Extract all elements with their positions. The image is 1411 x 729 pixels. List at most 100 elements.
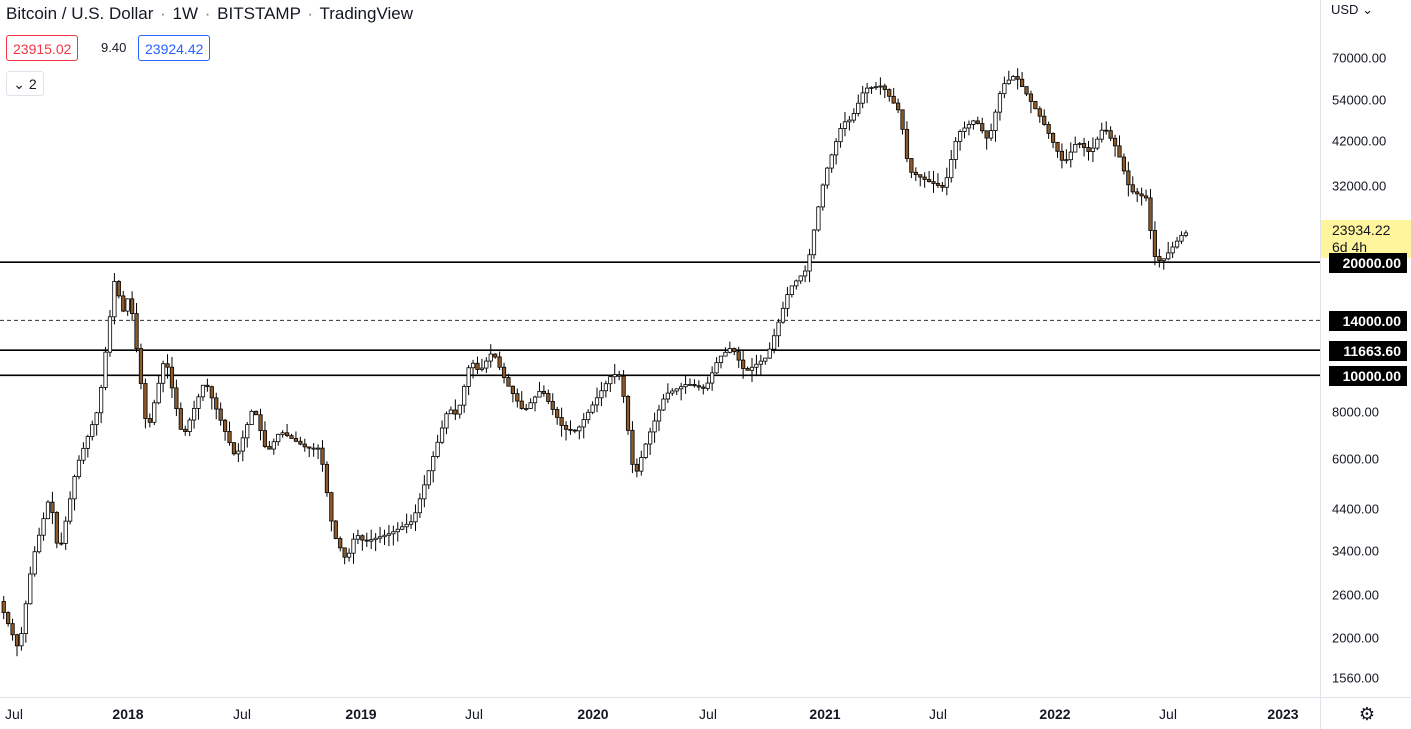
- candle-body-up: [997, 93, 1003, 113]
- candle-body-down: [572, 429, 577, 432]
- candle-body-down: [1157, 256, 1162, 261]
- candle-body-down: [918, 174, 923, 178]
- candle-body-up: [382, 534, 387, 538]
- candle-body-up: [1161, 258, 1166, 261]
- candle-body-up: [76, 459, 82, 477]
- candle-body-up: [988, 130, 994, 139]
- candle-body-down: [253, 410, 259, 416]
- candle-body-up: [422, 484, 427, 500]
- candle-body-down: [338, 538, 343, 549]
- candle-body-down: [143, 383, 148, 419]
- candle-body-down: [360, 535, 365, 541]
- candle-body-up: [1170, 246, 1175, 254]
- candle-body-up: [803, 270, 808, 277]
- buy-price-button[interactable]: 23924.42: [138, 35, 211, 61]
- sell-price-button[interactable]: 23915.02: [6, 35, 79, 61]
- candle-body-up: [705, 382, 710, 389]
- candle-body-up: [112, 281, 117, 318]
- level-price-label: 14000.00: [1329, 311, 1407, 332]
- gear-icon[interactable]: ⚙: [1358, 704, 1376, 724]
- candle-body-up: [842, 121, 848, 129]
- candle-body-up: [72, 476, 77, 500]
- candle-body-down: [329, 492, 334, 522]
- time-tick-label: Jul: [1159, 706, 1177, 722]
- candle-body-up: [586, 411, 591, 421]
- candle-body-up: [85, 436, 90, 449]
- candle-body-up: [1174, 240, 1180, 248]
- candle-body-down: [1139, 193, 1144, 197]
- candle-body-up: [236, 450, 241, 455]
- candle-body-up: [1064, 159, 1069, 162]
- candle-body-up: [125, 298, 130, 312]
- candle-body-up: [1011, 76, 1016, 81]
- candle-body-up: [590, 404, 595, 413]
- price-tick-label: 32000.00: [1332, 178, 1387, 194]
- candle-body-down: [302, 443, 307, 448]
- candle-body-up: [1068, 151, 1073, 161]
- axis-corner: ⚙: [1320, 697, 1411, 729]
- candle-body-up: [1095, 138, 1100, 149]
- candle-body-down: [54, 512, 59, 544]
- time-axis[interactable]: Jul 2018 Jul 2019 Jul 2020 Jul 2021 Jul 2022 Jul 20…: [0, 697, 1320, 729]
- price-axis[interactable]: USD ⌄ 70000.00 54000.00 42000.00 32000.00 80…: [1320, 0, 1411, 697]
- candle-body-up: [953, 140, 958, 160]
- candle-body-down: [1028, 93, 1034, 102]
- chart-plot-area[interactable]: Bitcoin / U.S. Dollar · 1W · BITSTAMP · …: [0, 0, 1320, 697]
- candle-body-down: [1121, 156, 1127, 172]
- candle-body-down: [205, 384, 210, 388]
- candle-body-up: [599, 390, 604, 399]
- candle-body-down: [10, 623, 15, 636]
- candle-body-up: [763, 357, 768, 362]
- candle-body-down: [935, 183, 941, 186]
- price-tick-label: 70000.00: [1332, 50, 1387, 66]
- candle-body-up: [1183, 232, 1189, 236]
- candle-body-down: [1059, 150, 1065, 161]
- candle-body-up: [537, 390, 542, 398]
- candle-body-down: [262, 430, 268, 447]
- candle-body-up: [794, 280, 799, 287]
- time-tick-label: Jul: [233, 706, 251, 722]
- candle-body-up: [1077, 143, 1082, 145]
- candle-body-down: [6, 612, 11, 625]
- candle-body-up: [758, 360, 763, 365]
- indicators-toggle-button[interactable]: ⌄ 2: [6, 71, 44, 96]
- currency-selector[interactable]: USD ⌄: [1331, 2, 1373, 18]
- candle-body-down: [1050, 133, 1056, 143]
- candle-body-up: [444, 413, 449, 429]
- candle-body-up: [413, 512, 418, 523]
- candle-body-down: [364, 539, 369, 542]
- candle-body-up: [152, 402, 157, 423]
- candle-body-up: [594, 397, 600, 406]
- price-tick-label: 1560.00: [1332, 670, 1379, 686]
- candle-body-down: [50, 501, 55, 513]
- candle-body-up: [37, 534, 42, 553]
- candle-body-down: [284, 432, 290, 437]
- candle-body-up: [1166, 252, 1171, 260]
- candle-body-up: [993, 111, 998, 132]
- candle-body-up: [391, 531, 396, 535]
- candle-body-up: [484, 360, 489, 369]
- candle-body-down: [183, 428, 188, 432]
- candle-body-down: [116, 281, 121, 297]
- candle-body-up: [608, 376, 613, 385]
- candle-body-up: [386, 533, 392, 536]
- candle-body-up: [772, 335, 777, 350]
- time-tick-label: Jul: [699, 706, 717, 722]
- candle-body-up: [249, 410, 254, 426]
- price-tick-label: 4400.00: [1332, 501, 1379, 517]
- candle-body-down: [559, 417, 564, 426]
- candle-body-up: [807, 254, 812, 272]
- candle-body-up: [315, 447, 321, 450]
- candle-body-up: [834, 141, 839, 156]
- candle-body-up: [820, 184, 825, 208]
- candle-body-up: [847, 119, 852, 123]
- candle-body-up: [45, 501, 51, 520]
- candle-body-down: [1019, 78, 1025, 88]
- candlestick-chart[interactable]: [0, 0, 1320, 697]
- candle-body-down: [1015, 76, 1020, 80]
- candle-body-down: [625, 395, 631, 431]
- candle-body-down: [165, 363, 170, 368]
- indicator-count: 2: [28, 76, 37, 92]
- candle-body-up: [94, 412, 99, 426]
- candle-body-up: [346, 552, 352, 558]
